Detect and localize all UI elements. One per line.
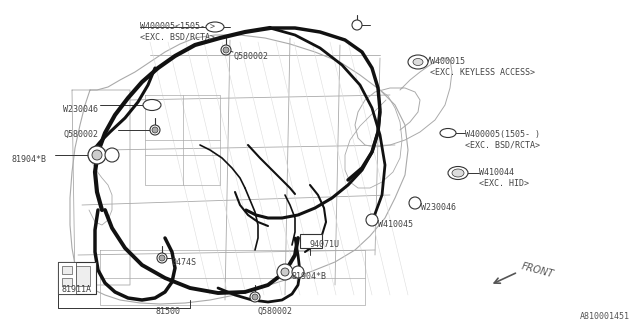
Circle shape (221, 45, 231, 55)
Ellipse shape (408, 55, 428, 69)
Text: <EXC. BSD/RCTA>: <EXC. BSD/RCTA> (140, 33, 215, 42)
Circle shape (223, 47, 229, 53)
Text: Q580002: Q580002 (233, 52, 268, 61)
Text: <EXC. BSD/RCTA>: <EXC. BSD/RCTA> (465, 141, 540, 150)
Circle shape (150, 125, 160, 135)
Circle shape (105, 148, 119, 162)
Circle shape (88, 146, 106, 164)
Text: W400015: W400015 (430, 57, 465, 66)
Circle shape (250, 292, 260, 302)
Circle shape (252, 294, 258, 300)
Text: 81500: 81500 (155, 307, 180, 316)
Text: 81911A: 81911A (62, 285, 92, 294)
Text: FRONT: FRONT (520, 261, 555, 279)
Ellipse shape (440, 129, 456, 138)
Text: 0474S: 0474S (171, 258, 196, 267)
Ellipse shape (448, 166, 468, 180)
Ellipse shape (413, 59, 423, 66)
Circle shape (292, 266, 304, 278)
Circle shape (159, 255, 165, 261)
Text: Q580002: Q580002 (258, 307, 293, 316)
Circle shape (281, 268, 289, 276)
Text: <EXC. KEYLESS ACCESS>: <EXC. KEYLESS ACCESS> (430, 68, 535, 77)
Bar (58, 262, 96, 294)
Text: 81904*B: 81904*B (12, 155, 47, 164)
Text: A810001451: A810001451 (580, 312, 630, 320)
Circle shape (152, 127, 158, 133)
Text: <EXC. HID>: <EXC. HID> (479, 179, 529, 188)
Bar (58, 262, 76, 294)
Ellipse shape (206, 22, 224, 32)
Text: W410044: W410044 (479, 168, 514, 177)
Text: W400005<1505- >: W400005<1505- > (140, 22, 215, 31)
Bar (62, 278, 72, 286)
Circle shape (352, 20, 362, 30)
Text: W230046: W230046 (63, 105, 98, 114)
Circle shape (92, 150, 102, 160)
Bar (300, 234, 322, 248)
Ellipse shape (143, 100, 161, 110)
Text: 81904*B: 81904*B (292, 272, 327, 281)
Circle shape (277, 264, 293, 280)
Text: W230046: W230046 (421, 203, 456, 212)
Circle shape (409, 197, 421, 209)
Circle shape (366, 214, 378, 226)
Text: 94071U: 94071U (310, 240, 340, 249)
Bar (76, 266, 90, 286)
Text: W400005(1505- ): W400005(1505- ) (465, 130, 540, 139)
Circle shape (157, 253, 167, 263)
Ellipse shape (452, 169, 464, 177)
Text: W410045: W410045 (378, 220, 413, 229)
Text: Q580002: Q580002 (63, 130, 98, 139)
Bar (62, 266, 72, 274)
